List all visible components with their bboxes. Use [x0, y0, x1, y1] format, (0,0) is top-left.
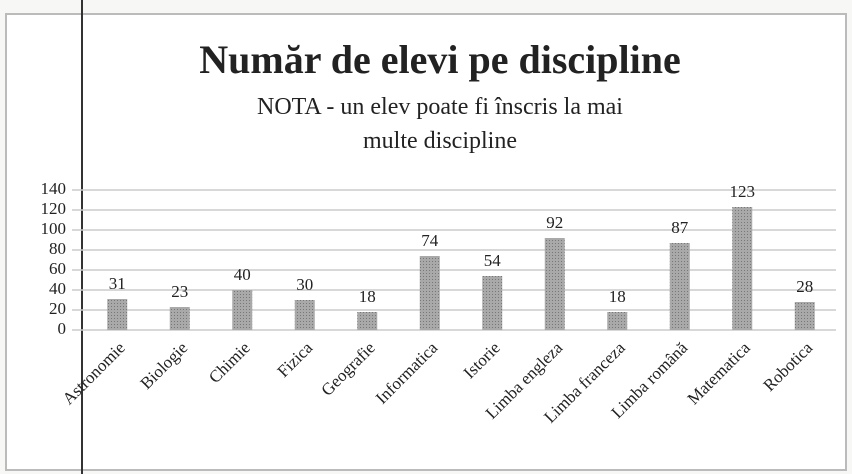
bar [169, 307, 190, 330]
bar [607, 312, 628, 330]
data-label: 28 [796, 277, 813, 296]
chart-title: Număr de elevi pe discipline [199, 37, 681, 82]
data-label: 87 [671, 218, 689, 237]
data-label: 18 [609, 287, 626, 306]
bar [294, 300, 315, 330]
data-label: 123 [730, 182, 756, 201]
data-label: 23 [171, 282, 188, 301]
chart-frame [5, 13, 847, 471]
bar [669, 243, 690, 330]
y-tick-label: 80 [49, 239, 66, 258]
data-label: 40 [234, 265, 251, 284]
y-tick-label: 100 [41, 219, 67, 238]
bar [107, 299, 128, 330]
bar [419, 256, 440, 330]
data-label: 31 [109, 274, 126, 293]
chart-subtitle: NOTA - un elev poate fi înscris la mai m… [257, 94, 623, 154]
bar [732, 207, 753, 330]
y-tick-label: 140 [41, 179, 67, 198]
data-label: 92 [546, 213, 563, 232]
bar [482, 276, 503, 330]
bar [794, 302, 815, 330]
y-tick-label: 120 [41, 199, 67, 218]
y-tick-label: 0 [58, 319, 67, 338]
data-label: 18 [359, 287, 376, 306]
data-label: 54 [484, 251, 502, 270]
y-tick-label: 40 [49, 279, 66, 298]
y-tick-label: 20 [49, 299, 66, 318]
bar [232, 290, 253, 330]
data-label: 74 [421, 231, 439, 250]
y-tick-label: 60 [49, 259, 66, 278]
data-label: 30 [296, 275, 313, 294]
bar [544, 238, 565, 330]
bar [357, 312, 378, 330]
